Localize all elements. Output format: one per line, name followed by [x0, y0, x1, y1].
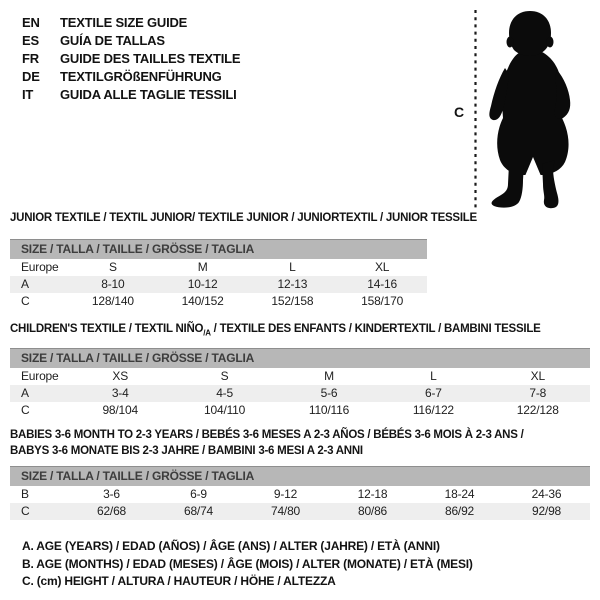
age-cell: 8-10 [68, 275, 158, 293]
size-header-bar: SIZE / TALLA / TAILLE / GRÖSSE / TAGLIA [10, 466, 590, 486]
size-header-row: SIZE / TALLA / TAILLE / GRÖSSE / TAGLIA [10, 466, 590, 486]
lang-label: GUIDE DES TAILLES TEXTILE [60, 50, 241, 66]
baby-silhouette-icon [489, 11, 571, 209]
age-cell: 3-4 [68, 384, 173, 402]
footnote-c: C. (cm) HEIGHT / ALTURA / HAUTEUR / HÖHE… [22, 574, 336, 588]
size-cell: L [289, 260, 296, 274]
size-header-row: SIZE / TALLA / TAILLE / GRÖSSE / TAGLIA [10, 239, 427, 259]
height-cell: 140/152 [181, 294, 224, 308]
age-cell: 7-8 [485, 384, 590, 402]
height-cell: 116/122 [412, 403, 454, 417]
babies-size-table: SIZE / TALLA / TAILLE / GRÖSSE / TAGLIA … [10, 466, 590, 520]
babies-table-title: BABIES 3-6 MONTH TO 2-3 YEARS / BEBÉS 3-… [10, 427, 524, 459]
months-cell: 24-36 [531, 487, 562, 501]
row-label: A [10, 384, 68, 402]
height-cell: 128/140 [91, 294, 134, 308]
lang-row-fr: FR GUIDE DES TAILLES TEXTILE [22, 49, 241, 67]
lang-code: FR [22, 50, 39, 66]
height-cell: 98/104 [102, 403, 138, 417]
language-title-block: EN TEXTILE SIZE GUIDE ES GUÍA DE TALLAS … [22, 13, 241, 103]
height-cell: 68/74 [155, 502, 242, 520]
months-cell: 3-6 [103, 487, 120, 501]
months-cell: 18-24 [444, 487, 475, 501]
lang-code: DE [22, 68, 40, 84]
junior-table-title: JUNIOR TEXTILE / TEXTIL JUNIOR/ TEXTILE … [10, 212, 477, 224]
size-cell: M [324, 369, 334, 383]
lang-row-en: EN TEXTILE SIZE GUIDE [22, 13, 240, 31]
age-cell: 14-16 [337, 275, 427, 293]
table-row-age: A 3-4 4-5 5-6 6-7 7-8 [10, 384, 590, 402]
row-label: C [21, 403, 30, 417]
children-size-table: SIZE / TALLA / TAILLE / GRÖSSE / TAGLIA … [10, 348, 590, 419]
table-row-months: B 3-6 6-9 9-12 12-18 18-24 24-36 [10, 486, 590, 503]
babies-title-line2: BABYS 3-6 MONATE BIS 2-3 JAHRE / BAMBINI… [10, 445, 363, 457]
age-cell: 4-5 [172, 384, 277, 402]
children-title-sub: /A [203, 328, 211, 338]
row-label: A [10, 275, 68, 293]
row-label: C [10, 502, 68, 520]
height-cell: 92/98 [503, 502, 590, 520]
lang-code: ES [22, 32, 39, 48]
size-cell: XS [112, 369, 128, 383]
row-label: B [21, 487, 29, 501]
junior-size-table: SIZE / TALLA / TAILLE / GRÖSSE / TAGLIA … [10, 239, 427, 310]
baby-figure-area: C [452, 6, 592, 214]
height-cell: 62/68 [68, 502, 155, 520]
months-cell: 6-9 [190, 487, 207, 501]
footnotes-block: A. AGE (YEARS) / EDAD (AÑOS) / ÂGE (ANS)… [22, 538, 473, 591]
age-cell: 10-12 [157, 275, 248, 293]
lang-row-it: IT GUIDA ALLE TAGLIE TESSILI [22, 85, 240, 103]
months-cell: 12-18 [357, 487, 388, 501]
size-header-bar: SIZE / TALLA / TAILLE / GRÖSSE / TAGLIA [10, 239, 427, 259]
size-header-bar: SIZE / TALLA / TAILLE / GRÖSSE / TAGLIA [10, 348, 590, 368]
age-cell: 5-6 [276, 384, 382, 402]
size-cell: S [220, 369, 229, 383]
size-cell: XL [374, 260, 390, 274]
row-label: Europe [21, 369, 59, 383]
height-cell: 152/158 [271, 294, 314, 308]
height-cell: 110/116 [308, 403, 350, 417]
footnote-b: B. AGE (MONTHS) / EDAD (MESES) / ÂGE (MO… [22, 556, 473, 571]
height-cell: 80/86 [329, 502, 416, 520]
row-label: Europe [21, 260, 59, 274]
lang-row-de: DE TEXTILGRÖßENFÜHRUNG [22, 67, 240, 85]
children-title-post: / TEXTILE DES ENFANTS / KINDERTEXTIL / B… [210, 323, 541, 335]
row-label: C [21, 294, 30, 308]
table-row-height: C 128/140 140/152 152/158 158/170 [10, 293, 427, 310]
lang-code: EN [22, 14, 40, 30]
size-cell: M [197, 260, 208, 274]
age-cell: 12-13 [247, 275, 338, 293]
lang-code: IT [22, 86, 34, 102]
height-cell: 74/80 [242, 502, 329, 520]
height-cell: 104/110 [204, 403, 246, 417]
months-cell: 9-12 [273, 487, 298, 501]
table-row-height: C 62/68 68/74 74/80 80/86 86/92 92/98 [10, 502, 590, 520]
table-row-age: A 8-10 10-12 12-13 14-16 [10, 275, 427, 293]
lang-label: GUÍA DE TALLAS [60, 32, 165, 48]
size-cell: S [108, 260, 117, 274]
size-cell: L [430, 369, 437, 383]
height-cell: 158/170 [361, 294, 404, 308]
measure-label-c: C [454, 104, 465, 120]
children-title-pre: CHILDREN'S TEXTILE / TEXTIL NIÑO [10, 323, 204, 335]
lang-label: TEXTILE SIZE GUIDE [60, 14, 188, 30]
age-cell: 6-7 [381, 384, 486, 402]
lang-label: TEXTILGRÖßENFÜHRUNG [60, 68, 222, 84]
table-row-europe: Europe XS S M L XL [10, 368, 590, 385]
babies-title-line1: BABIES 3-6 MONTH TO 2-3 YEARS / BEBÉS 3-… [10, 429, 524, 441]
height-measure-dotted-line [474, 10, 477, 209]
height-cell: 122/128 [516, 403, 559, 417]
table-row-height: C 98/104 104/110 110/116 116/122 122/128 [10, 402, 590, 419]
size-cell: XL [530, 369, 545, 383]
footnote-a: A. AGE (YEARS) / EDAD (AÑOS) / ÂGE (ANS)… [22, 539, 440, 553]
lang-label: GUIDA ALLE TAGLIE TESSILI [60, 86, 237, 102]
children-table-title: CHILDREN'S TEXTILE / TEXTIL NIÑO/A / TEX… [10, 323, 541, 337]
table-row-europe: Europe S M L XL [10, 259, 427, 276]
height-cell: 86/92 [416, 502, 503, 520]
lang-row-es: ES GUÍA DE TALLAS [22, 31, 240, 49]
size-header-row: SIZE / TALLA / TAILLE / GRÖSSE / TAGLIA [10, 348, 590, 368]
